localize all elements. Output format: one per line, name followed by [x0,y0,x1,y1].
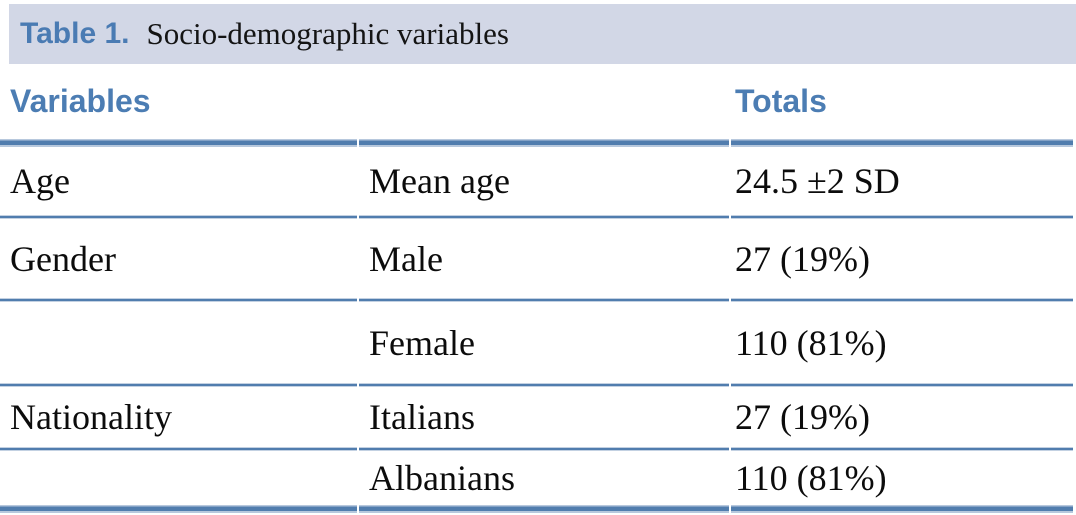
table-bottom-rule [0,505,1073,513]
row-separator-rule [0,298,1073,302]
column-header-middle [359,64,729,139]
table-row: Female 110 (81%) [0,302,1071,383]
cell-variable: Nationality [10,397,172,437]
table-caption-band: Table 1. Socio-demographic variables [9,4,1076,64]
table-row: Albanians 110 (81%) [0,451,1071,505]
rule-segment [731,215,1073,219]
cell-total: 110 (81%) [735,458,887,498]
rule-segment [0,139,357,147]
row-separator-rule [0,215,1073,219]
table-row: Gender Male 27 (19%) [0,219,1071,298]
row-separator-rule [0,447,1073,451]
rule-segment [731,383,1073,387]
cell-total: 110 (81%) [735,322,887,363]
cell-total: 27 (19%) [735,238,870,279]
cell-variable [0,451,357,505]
cell-total: 27 (19%) [735,397,870,437]
cell-total: 24.5 ±2 SD [735,161,900,201]
table-row: Nationality Italians 27 (19%) [0,387,1071,447]
rule-segment [0,215,357,219]
demographics-table: Variables Totals Age Mean age 24.5 ±2 SD… [0,64,1073,513]
rule-segment [359,447,729,451]
rule-segment [359,505,729,513]
cell-category: Mean age [369,161,510,201]
table-caption-text: Socio-demographic variables [146,16,509,51]
rule-segment [0,298,357,302]
rule-segment [0,447,357,451]
table-row: Age Mean age 24.5 ±2 SD [0,147,1071,215]
rule-segment [359,383,729,387]
rule-segment [731,505,1073,513]
cell-variable: Gender [10,238,116,279]
rule-segment [731,298,1073,302]
column-header-totals: Totals [735,83,827,119]
rule-segment [359,215,729,219]
row-separator-rule [0,383,1073,387]
column-header-variables: Variables [10,83,151,119]
cell-category: Female [369,322,475,363]
table-caption-label: Table 1. [20,17,130,50]
rule-segment [0,505,357,513]
rule-segment [359,139,729,147]
cell-category: Italians [369,397,475,437]
rule-segment [359,298,729,302]
rule-segment [0,383,357,387]
rule-segment [731,139,1073,147]
rule-segment [731,447,1073,451]
header-separator-rule [0,139,1073,147]
cell-variable [0,302,357,383]
cell-variable: Age [10,161,70,201]
table-header-row: Variables Totals [0,64,1071,139]
cell-category: Albanians [369,458,515,498]
cell-category: Male [369,238,443,279]
